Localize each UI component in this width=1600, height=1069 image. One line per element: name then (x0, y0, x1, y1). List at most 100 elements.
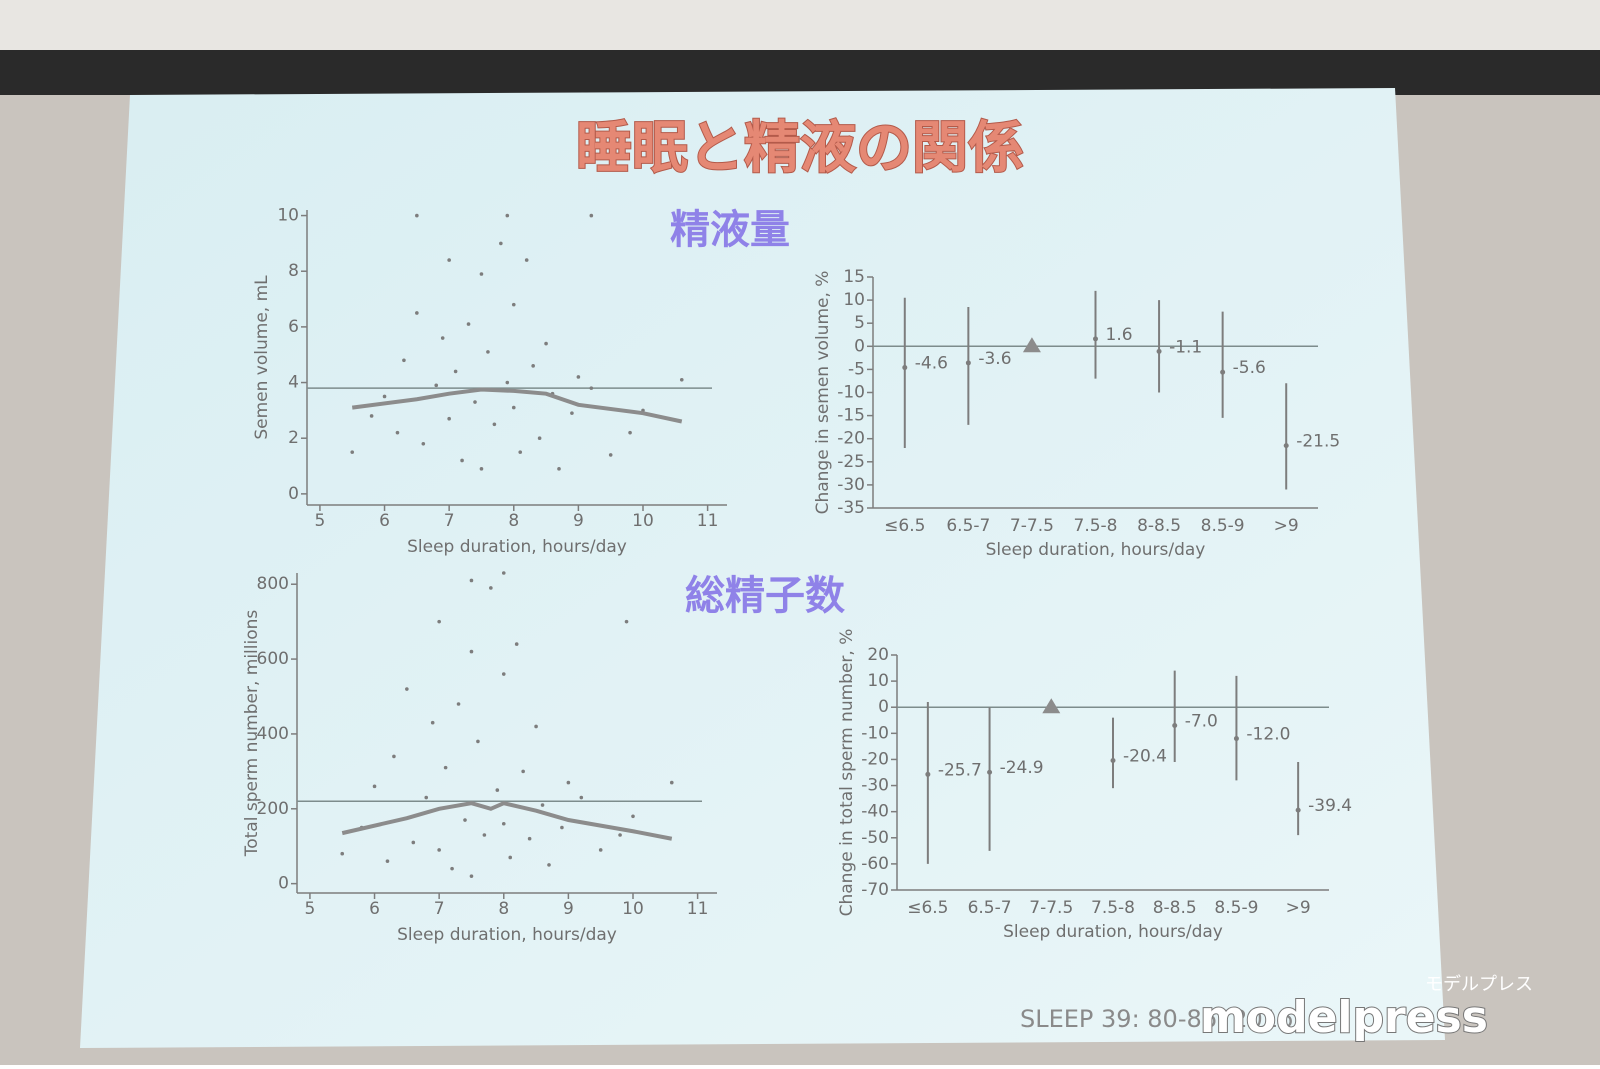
data-point (589, 213, 594, 218)
screen-frame (0, 50, 1600, 95)
data-point (486, 350, 490, 354)
ceiling (0, 0, 1600, 50)
data-point (534, 724, 538, 729)
data-point (350, 450, 355, 454)
subtitle: 総精子数 (685, 573, 845, 619)
data-point (669, 780, 674, 785)
data-point (514, 642, 519, 646)
x-tick-label: 8-8.5 (1137, 516, 1181, 536)
data-point (392, 754, 396, 759)
data-point (440, 336, 445, 340)
y-axis-label: Change in semen volume, % (813, 271, 833, 515)
x-tick-label: ≤6.5 (884, 516, 925, 536)
x-axis-label: Sleep duration, hours/day (397, 925, 617, 945)
x-tick-label: 5 (305, 899, 316, 919)
value-label: -21.5 (1296, 432, 1340, 452)
value-label: -24.9 (1000, 758, 1044, 778)
data-point (340, 851, 345, 856)
data-point (501, 571, 506, 575)
y-tick-label: -20 (861, 749, 889, 769)
data-point (424, 795, 429, 800)
x-tick-label: 8.5-9 (1201, 516, 1245, 536)
x-tick-label: 6.5-7 (968, 898, 1012, 918)
value-label: -5.6 (1233, 358, 1266, 378)
y-axis-label: Total sperm number, millions (242, 610, 262, 858)
data-point (499, 241, 503, 246)
watermark-kana: モデルプレス (1425, 974, 1533, 995)
data-point (443, 765, 448, 770)
value-label: -39.4 (1308, 796, 1352, 816)
y-tick-label: -40 (861, 802, 889, 822)
y-axis-label: Semen volume, mL (252, 275, 272, 440)
data-point (469, 578, 474, 583)
y-tick-label: 0 (878, 697, 889, 717)
slide (80, 88, 1445, 1048)
data-point (415, 213, 419, 218)
value-label: -1.1 (1169, 337, 1202, 357)
value-label: -12.0 (1246, 725, 1290, 745)
subtitle: 精液量 (670, 207, 790, 253)
data-point (631, 814, 635, 819)
y-tick-label: -60 (861, 854, 889, 874)
data-point (547, 863, 551, 867)
data-point (450, 866, 454, 871)
y-tick-label: 800 (257, 574, 289, 594)
reference-marker (1022, 337, 1041, 353)
y-tick-label: -25 (837, 452, 865, 472)
y-tick-label: -15 (837, 406, 865, 426)
data-point (372, 784, 377, 789)
data-point (537, 436, 542, 441)
data-point (527, 836, 532, 841)
x-tick-label: 8-8.5 (1153, 898, 1197, 918)
data-point (560, 825, 564, 830)
x-tick-label: ≤6.5 (907, 898, 948, 918)
x-tick-label: 10 (632, 511, 654, 531)
data-point (469, 874, 474, 878)
data-point (385, 859, 390, 863)
data-point (624, 619, 629, 624)
x-axis-label: Sleep duration, hours/day (1003, 922, 1223, 942)
point-estimate (902, 365, 908, 371)
data-point (566, 780, 571, 785)
data-point (456, 702, 461, 706)
data-point (589, 386, 594, 390)
data-point (557, 467, 561, 471)
point-estimate (1295, 807, 1301, 813)
x-tick-label: 7 (444, 511, 455, 531)
x-tick-label: 10 (622, 899, 644, 919)
y-tick-label: 2 (288, 428, 299, 448)
data-point (466, 322, 471, 326)
y-axis-label: Change in total sperm number, % (837, 629, 857, 917)
y-tick-label: -30 (837, 475, 865, 495)
data-point (540, 803, 545, 807)
data-point (434, 383, 439, 388)
reference-marker (1042, 698, 1061, 714)
x-tick-label: 9 (563, 899, 574, 919)
x-tick-label: 9 (573, 511, 584, 531)
data-point (511, 405, 516, 410)
point-estimate (965, 360, 971, 366)
data-point (369, 414, 374, 418)
x-tick-label: 11 (687, 899, 709, 919)
y-tick-label: -30 (861, 776, 889, 796)
data-point (495, 788, 500, 792)
x-tick-label: 11 (697, 511, 719, 531)
x-axis-label: Sleep duration, hours/day (407, 537, 627, 557)
point-estimate (1156, 348, 1162, 354)
data-point (608, 453, 613, 457)
y-tick-label: 5 (854, 313, 865, 333)
x-axis-label: Sleep duration, hours/day (986, 540, 1206, 560)
y-tick-label: -70 (861, 880, 889, 900)
data-point (505, 380, 510, 385)
data-point (415, 311, 419, 315)
y-tick-label: -10 (837, 383, 865, 403)
y-tick-label: 15 (843, 267, 865, 287)
trend-line (341, 801, 673, 841)
data-point (447, 416, 451, 421)
point-estimate (1093, 336, 1098, 342)
y-tick-label: 600 (257, 649, 289, 669)
y-tick-label: -10 (861, 723, 889, 743)
y-tick-label: 4 (288, 373, 299, 393)
